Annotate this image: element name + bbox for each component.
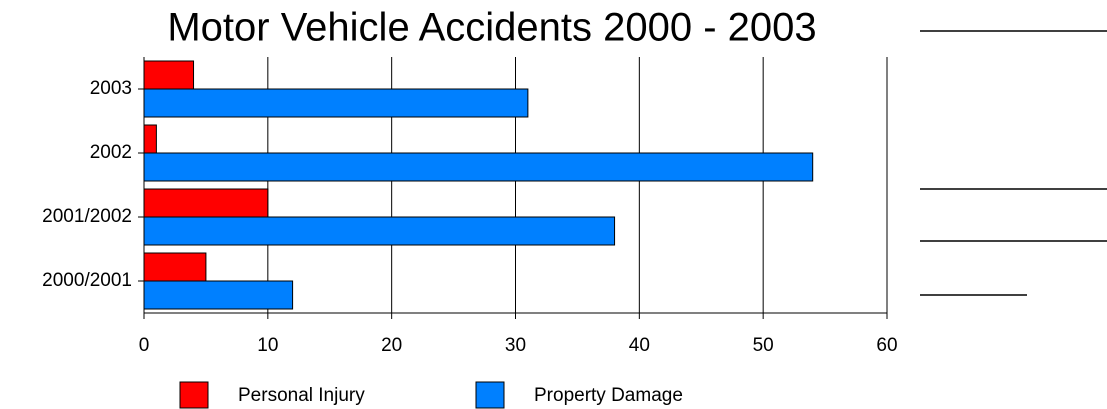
legend-label: Personal Injury: [238, 385, 365, 406]
bar: [143, 280, 294, 310]
bar: [143, 152, 814, 182]
legend-label: Property Damage: [534, 385, 683, 406]
x-tick-label: 10: [257, 335, 278, 356]
x-tick-label: 30: [505, 335, 526, 356]
legend-swatch: [475, 381, 505, 409]
chart-title: Motor Vehicle Accidents 2000 - 2003: [167, 6, 816, 50]
y-tick-label: 2003: [90, 78, 132, 99]
x-tick-label: 20: [381, 335, 402, 356]
y-tick-label: 2000/2001: [42, 270, 132, 291]
x-tick-label: 0: [139, 335, 150, 356]
bar: [143, 188, 269, 218]
bar: [143, 124, 157, 154]
decoration: [920, 30, 1107, 296]
bar: [143, 252, 207, 282]
y-tick-label: 2002: [90, 142, 132, 163]
bar: [143, 60, 195, 90]
y-tick-label: 2001/2002: [42, 206, 132, 227]
x-tick-label: 60: [876, 335, 897, 356]
legend-swatch: [179, 381, 209, 409]
x-tick-label: 50: [753, 335, 774, 356]
bar: [143, 216, 616, 246]
x-tick-label: 40: [629, 335, 650, 356]
bar: [143, 88, 529, 118]
